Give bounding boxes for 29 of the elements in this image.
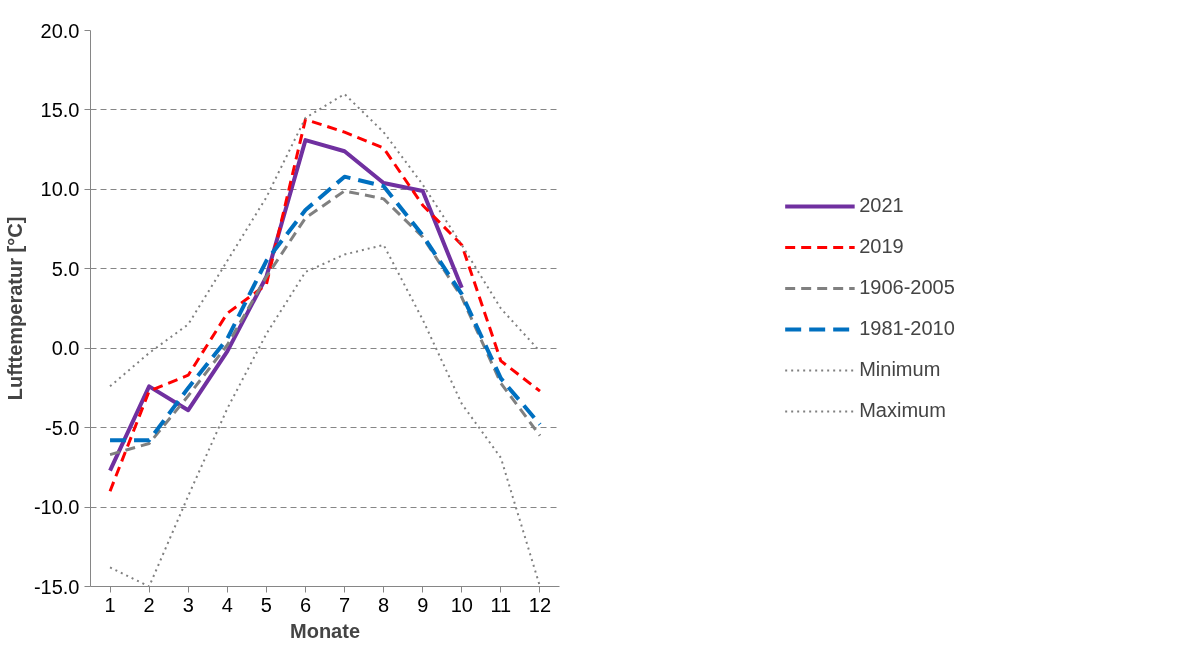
y-tick-label: 15.0 — [40, 98, 80, 121]
y-axis-title: Lufttemperatur [°C] — [3, 216, 26, 401]
legend-label: Minimum — [859, 358, 941, 381]
x-tick-label: 1 — [104, 593, 116, 616]
line-series — [108, 117, 542, 493]
legend-label: 1906-2005 — [859, 276, 955, 299]
y-tick-label: -5.0 — [45, 416, 80, 439]
y-tick-label: 0.0 — [51, 337, 80, 360]
x-tick-label: 7 — [338, 593, 351, 616]
x-tick-label: 10 — [450, 593, 473, 616]
y-tick-label: 20.0 — [40, 19, 80, 42]
x-tick-label: 4 — [221, 593, 233, 616]
legend-label: 1981-2010 — [859, 317, 955, 340]
legend-label: 2019 — [859, 235, 904, 258]
x-tick-label: 12 — [528, 593, 552, 616]
legend-label: Maximum — [859, 399, 946, 422]
y-tick-label: -10.0 — [33, 496, 80, 519]
x-tick-label: 11 — [490, 593, 512, 616]
y-tick-label: -15.0 — [33, 575, 80, 598]
x-axis-title: Monate — [290, 619, 360, 642]
x-tick-label: 8 — [378, 593, 390, 616]
legend-label: 2021 — [859, 194, 904, 217]
x-tick-label: 5 — [260, 593, 272, 616]
x-tick-label: 9 — [417, 593, 429, 616]
y-tick-label: 5.0 — [51, 257, 80, 280]
x-tick-label: 3 — [182, 593, 194, 616]
y-tick-label: 10.0 — [40, 178, 80, 201]
x-tick-label: 6 — [299, 593, 312, 616]
x-tick-label: 2 — [143, 593, 155, 616]
